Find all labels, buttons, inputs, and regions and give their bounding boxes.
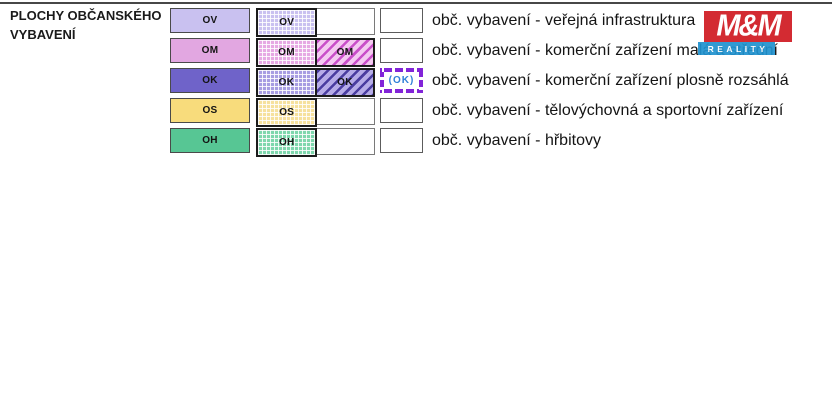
legend-title-line2: VYBAVENÍ — [10, 27, 76, 42]
swatch-stripes-om: OM — [316, 38, 375, 67]
swatch-code-label: OK — [337, 77, 353, 88]
swatch-combo-ok: OK OK — [256, 68, 375, 97]
swatch-code-label: OK — [202, 75, 218, 86]
legend-text-ok: obč. vybavení - komerční zařízení plosně… — [432, 71, 789, 89]
legend-title-line1: PLOCHY OBČANSKÉHO — [10, 8, 162, 23]
swatch-solid-os: OS — [170, 98, 250, 123]
swatch-combo-oh: OH — [256, 128, 375, 157]
swatch-blank-oh — [317, 128, 375, 155]
swatch-code-label: OS — [202, 105, 218, 116]
swatch-grid-os: OS — [256, 98, 318, 127]
swatch-code-label: OH — [278, 137, 295, 148]
swatch-grid-ok: OK — [256, 68, 317, 97]
swatch-blank-os — [317, 98, 375, 125]
legend-row-ov: OV OV obč. vybavení - veřejná infrastruk… — [170, 8, 789, 37]
swatch-code-label: OS — [279, 107, 295, 118]
legend-rows: OV OV obč. vybavení - veřejná infrastruk… — [170, 8, 789, 157]
swatch-solid-ok: OK — [170, 68, 250, 93]
swatch-solid-oh: OH — [170, 128, 250, 153]
swatch-code-label: OH — [202, 135, 218, 146]
swatch-reserve-inner: (OK) — [384, 72, 419, 89]
swatch-reserve-box-ok: (OK) — [380, 68, 423, 93]
swatch-blank-ov — [317, 8, 375, 35]
swatch-grid-om: OM — [256, 38, 317, 67]
legend-row-oh: OH OH obč. vybavení - hřbitovy — [170, 128, 789, 157]
swatch-code-label: OM — [201, 45, 219, 56]
swatch-grid-ov: OV — [256, 8, 318, 37]
mm-reality-logo-banner: REALITY — [698, 42, 775, 55]
legend-row-om: OM OM OM obč. vybavení - komerční zaříze… — [170, 38, 789, 67]
swatch-combo-ov: OV — [256, 8, 375, 37]
swatch-empty-box-ov — [380, 8, 423, 33]
swatch-empty-box-om — [380, 38, 423, 63]
mm-reality-watermark: M&M REALITY — [698, 9, 792, 55]
swatch-combo-om: OM OM — [256, 38, 375, 67]
swatch-combo-os: OS — [256, 98, 375, 127]
swatch-code-label: OM — [336, 47, 354, 58]
swatch-stripes-ok: OK — [316, 68, 375, 97]
legend-section-title: PLOCHY OBČANSKÉHO VYBAVENÍ — [10, 6, 170, 44]
swatch-grid-oh: OH — [256, 128, 318, 157]
legend-text-om: obč. vybavení - komerční zařízení malá a… — [432, 41, 778, 59]
swatch-code-label: OV — [279, 17, 295, 28]
swatch-code-label: OM — [278, 47, 295, 58]
mm-reality-banner-text: REALITY — [707, 43, 769, 54]
swatch-code-label: (OK) — [388, 75, 415, 86]
legend-row-ok: OK OK OK (OK) obč. vybavení - komerční — [170, 68, 789, 97]
border-tick-marks — [380, 89, 423, 93]
swatch-code-label: OV — [202, 15, 218, 26]
legend-text-os: obč. vybavení - tělovýchovná a sportovní… — [432, 101, 784, 119]
mm-reality-logo-text: M&M — [716, 9, 781, 43]
mm-reality-logo-mark: M&M — [704, 9, 792, 43]
swatch-solid-om: OM — [170, 38, 250, 63]
border-tick-marks — [419, 68, 423, 93]
legend-text-oh: obč. vybavení - hřbitovy — [432, 131, 601, 149]
swatch-code-label: OK — [278, 77, 295, 88]
top-divider-line — [0, 2, 832, 4]
swatch-empty-box-oh — [380, 128, 423, 153]
legend-text-ov: obč. vybavení - veřejná infrastruktura — [432, 11, 696, 29]
swatch-empty-box-os — [380, 98, 423, 123]
swatch-solid-ov: OV — [170, 8, 250, 33]
legend-row-os: OS OS obč. vybavení - tělovýchovná a spo… — [170, 98, 789, 127]
